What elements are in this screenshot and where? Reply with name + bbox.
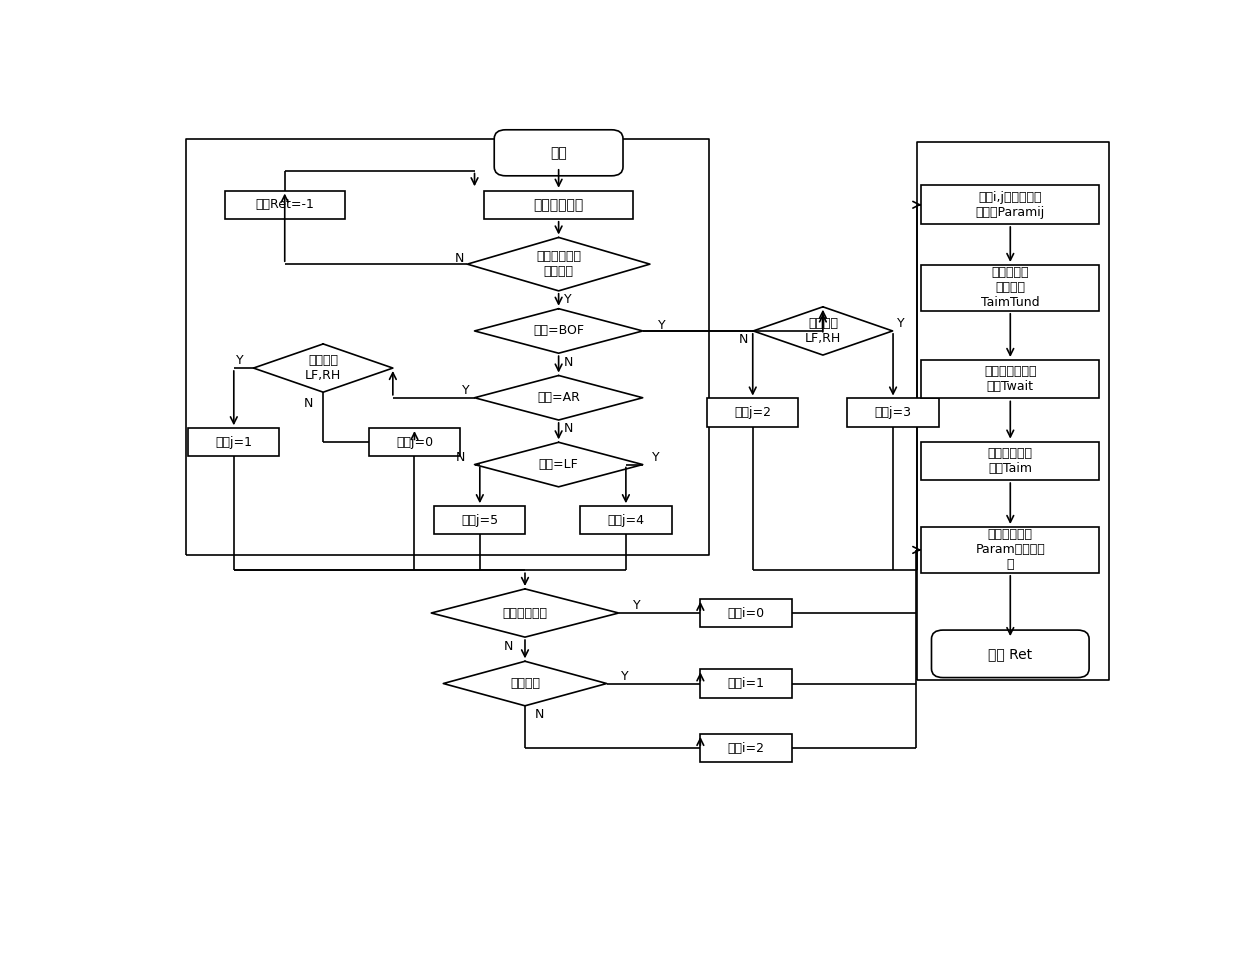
Bar xyxy=(188,428,279,456)
Bar xyxy=(921,442,1099,480)
Text: N: N xyxy=(304,397,314,410)
Bar xyxy=(701,599,791,628)
Text: 是否更换中包: 是否更换中包 xyxy=(502,606,548,620)
Text: N: N xyxy=(563,422,573,436)
Text: 设置i=2: 设置i=2 xyxy=(728,741,765,755)
Text: 根据i,j读取工位调
节参数Paramij: 根据i,j读取工位调 节参数Paramij xyxy=(976,191,1045,219)
FancyBboxPatch shape xyxy=(931,630,1089,678)
Bar xyxy=(368,428,460,456)
Text: Y: Y xyxy=(237,354,244,367)
Text: 计算工位总等待
时间Twait: 计算工位总等待 时间Twait xyxy=(985,365,1037,393)
Text: 开始: 开始 xyxy=(551,146,567,160)
Bar xyxy=(847,398,939,427)
Text: 是否混浇: 是否混浇 xyxy=(510,677,539,690)
Text: Y: Y xyxy=(634,599,641,612)
Bar xyxy=(921,185,1099,224)
Text: 设置j=0: 设置j=0 xyxy=(396,436,433,449)
Bar xyxy=(484,191,634,219)
Text: 设置i=0: 设置i=0 xyxy=(728,606,765,620)
Bar xyxy=(224,191,345,219)
Text: Y: Y xyxy=(658,318,666,332)
Text: 是否经过
LF,RH: 是否经过 LF,RH xyxy=(305,354,341,382)
Text: 设置j=1: 设置j=1 xyxy=(216,436,252,449)
Text: N: N xyxy=(505,639,513,653)
Text: 读取工位计划
是否成功: 读取工位计划 是否成功 xyxy=(536,250,582,279)
Text: N: N xyxy=(563,356,573,368)
Text: 设置i=1: 设置i=1 xyxy=(728,677,765,690)
Text: 是否经过
LF,RH: 是否经过 LF,RH xyxy=(805,317,841,345)
Text: 工位=LF: 工位=LF xyxy=(538,458,579,471)
Text: Y: Y xyxy=(463,384,470,397)
Text: 设置Ret=-1: 设置Ret=-1 xyxy=(255,199,314,211)
Text: 工位=AR: 工位=AR xyxy=(537,391,580,404)
Bar xyxy=(701,669,791,698)
Text: 设置j=4: 设置j=4 xyxy=(608,514,645,526)
Text: 计算工位目标
温度Taim: 计算工位目标 温度Taim xyxy=(988,447,1033,475)
Text: 工位调节参数
Param自学习处
理: 工位调节参数 Param自学习处 理 xyxy=(976,528,1045,572)
Text: 设置j=2: 设置j=2 xyxy=(734,406,771,419)
Text: N: N xyxy=(739,334,749,346)
Text: N: N xyxy=(534,709,544,721)
Text: Y: Y xyxy=(652,450,660,464)
Bar xyxy=(921,360,1099,398)
Bar xyxy=(921,527,1099,573)
Text: Y: Y xyxy=(564,293,572,307)
Bar xyxy=(921,265,1099,311)
Text: Y: Y xyxy=(621,670,629,683)
Bar xyxy=(434,506,526,534)
Text: 设置j=5: 设置j=5 xyxy=(461,514,498,526)
Text: 工位=BOF: 工位=BOF xyxy=(533,325,584,337)
Bar xyxy=(707,398,799,427)
Text: 返回 Ret: 返回 Ret xyxy=(988,647,1033,661)
Text: N: N xyxy=(455,450,465,464)
Text: 读取工位信息: 读取工位信息 xyxy=(533,198,584,212)
Text: Y: Y xyxy=(898,317,905,330)
Bar xyxy=(580,506,672,534)
Text: 计算中间包
目标温度
TaimTund: 计算中间包 目标温度 TaimTund xyxy=(981,266,1039,309)
FancyBboxPatch shape xyxy=(495,130,622,175)
Text: N: N xyxy=(455,252,464,265)
Text: 设置j=3: 设置j=3 xyxy=(874,406,911,419)
Bar xyxy=(701,734,791,763)
